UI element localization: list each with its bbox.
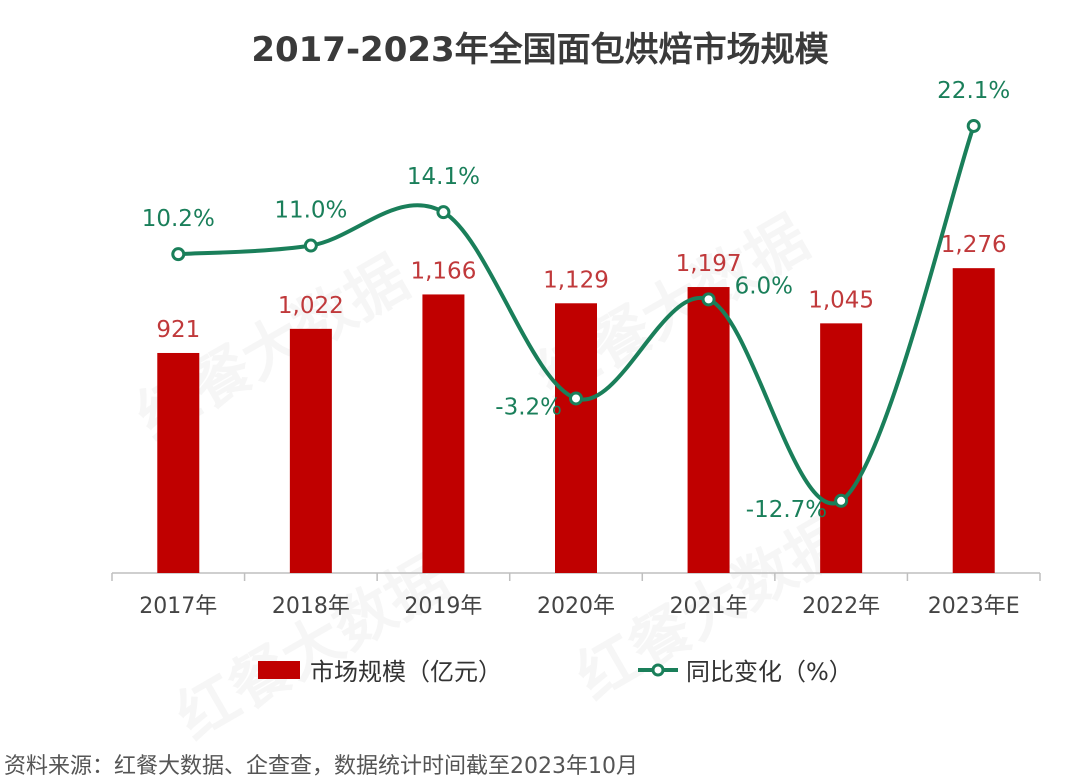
bar-data-label: 1,045 (808, 287, 874, 313)
x-tick-label: 2023年E (928, 594, 1020, 619)
line-point (436, 205, 451, 220)
bar-data-label: 1,166 (410, 258, 476, 284)
line-point (834, 493, 849, 508)
bar (687, 287, 730, 573)
source-note: 资料来源：红餐大数据、企查查，数据统计时间截至2023年10月 (4, 754, 638, 779)
line-point (303, 238, 318, 253)
legend-item-line: 同比变化（%） (636, 652, 853, 687)
line-data-label: 14.1% (407, 164, 480, 190)
line-point (569, 391, 583, 406)
line-series (178, 125, 976, 506)
bar (289, 328, 332, 573)
x-tick-label: 2020年 (537, 594, 615, 619)
x-tick-label: 2019年 (404, 594, 482, 619)
legend-bar-label: 市场规模（亿元） (310, 658, 502, 686)
bar (422, 294, 465, 573)
chart-area: 2017年 921 2018年 1,022 2019年 1,166 2020年 1,129 20… (111, 78, 1041, 619)
legend-line-label: 同比变化（%） (686, 658, 853, 686)
x-tick-label: 2018年 (272, 594, 350, 619)
line-point (171, 247, 186, 262)
bar (157, 352, 200, 573)
line-point (701, 292, 716, 307)
bar-data-label: 1,276 (941, 232, 1007, 258)
chart-title: 2017-2023年全国面包烘焙市场规模 (251, 30, 829, 70)
legend-bar-swatch (258, 660, 300, 679)
bar-data-label: 1,197 (676, 251, 742, 277)
line-data-label: 22.1% (937, 78, 1010, 104)
x-tick-label: 2022年 (802, 594, 880, 619)
bar (555, 303, 597, 573)
line-data-label: 10.2% (142, 206, 215, 232)
line-data-label: 6.0% (735, 273, 793, 299)
line-data-label: 11.0% (274, 198, 347, 224)
line-point (966, 118, 981, 133)
x-tick-label: 2021年 (670, 594, 748, 619)
bar (952, 268, 995, 573)
bar-data-label: 1,022 (278, 293, 344, 319)
bar-data-label: 921 (156, 317, 200, 343)
legend-item-bar: 市场规模（亿元） (258, 652, 502, 687)
line-data-label: -3.2% (495, 394, 562, 420)
line-data-label: -12.7% (746, 497, 827, 523)
bar-data-label: 1,129 (543, 267, 609, 293)
legend-line-swatch (638, 663, 678, 676)
x-tick-label: 2017年 (139, 594, 217, 619)
bar (820, 323, 863, 573)
